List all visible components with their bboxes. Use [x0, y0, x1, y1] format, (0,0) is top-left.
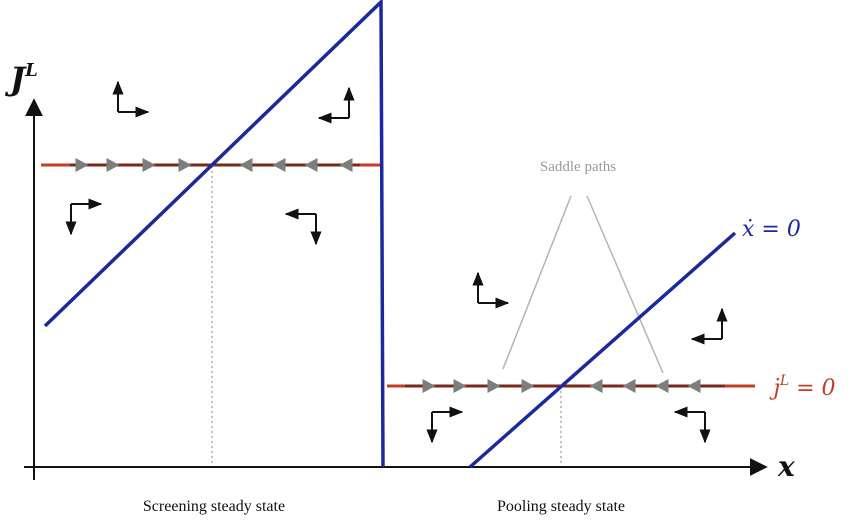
flow-arrowhead-right: [422, 379, 436, 393]
flow-arrowhead-right: [178, 158, 192, 172]
saddle-paths-label: Saddle paths: [540, 159, 616, 175]
flow-arrowhead-right: [106, 158, 120, 172]
flow-arrowhead-right: [142, 158, 156, 172]
direction-arrow-pair-top-right: [317, 86, 355, 124]
direction-field-arrows: [65, 80, 728, 444]
xdot-zero-curve-right: [468, 231, 737, 469]
flow-arrowhead-left: [339, 158, 353, 172]
direction-arrow-pair-bottom-left: [65, 198, 103, 236]
saddle-path-left: [502, 195, 572, 370]
direction-arrow-pair-upper-right: [690, 307, 728, 345]
y-axis-label: JL: [4, 60, 38, 98]
stable-arm-flow-arrows: [75, 158, 701, 393]
direction-arrow-pair-top-left: [112, 80, 150, 118]
flow-arrowhead-right: [487, 379, 501, 393]
flow-arrowhead-left: [589, 379, 603, 393]
xdot-zero-curve-left: [43, 0, 385, 468]
x-axis-label: x: [777, 450, 795, 483]
flow-arrowhead-right: [521, 379, 535, 393]
direction-arrow-pair-lower-left: [426, 406, 464, 444]
direction-arrow-pair-lower-right: [673, 406, 711, 444]
flow-arrowhead-right: [453, 379, 467, 393]
flow-arrowhead-left: [304, 158, 318, 172]
direction-arrow-pair-bottom-right: [284, 208, 322, 246]
jdot-zero-label: j̇L = 0: [769, 373, 836, 401]
flow-arrowhead-right: [75, 158, 89, 172]
direction-arrow-pair-upper-left: [472, 271, 510, 309]
screening-caption: Screening steady state: [143, 498, 285, 515]
flow-arrowhead-left: [272, 158, 286, 172]
flow-arrowhead-left: [622, 379, 636, 393]
flow-arrowhead-left: [687, 379, 701, 393]
pooling-caption: Pooling steady state: [497, 498, 625, 515]
xdot-zero-label: ẋ = 0: [742, 217, 801, 242]
flow-arrowhead-left: [239, 158, 253, 172]
flow-arrowhead-left: [655, 379, 669, 393]
saddle-path-right: [586, 195, 664, 374]
